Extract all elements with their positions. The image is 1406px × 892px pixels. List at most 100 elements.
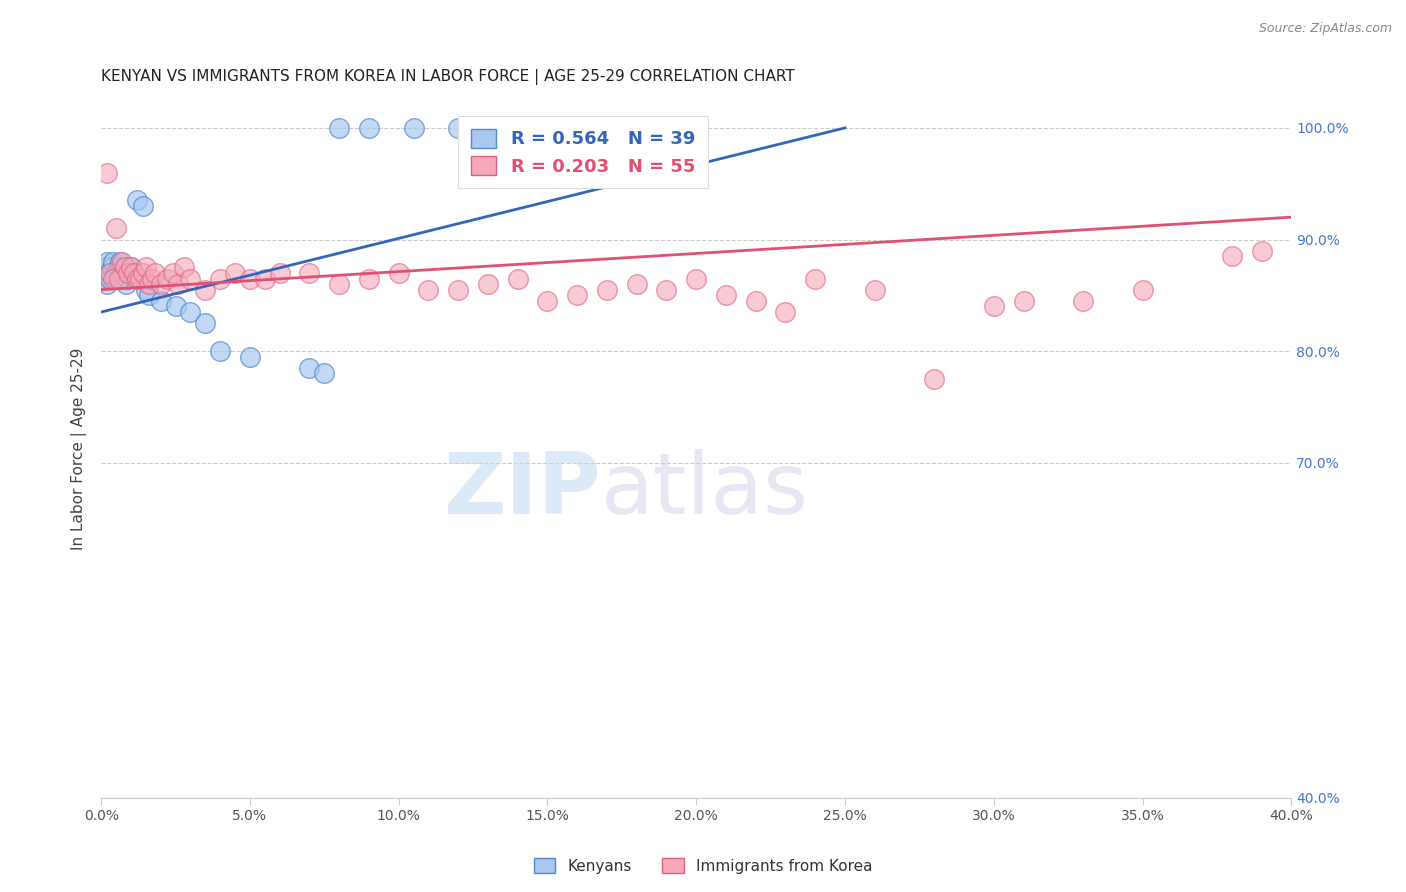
Point bbox=[105, 266, 128, 280]
Point bbox=[173, 260, 195, 275]
Point bbox=[132, 199, 155, 213]
Point bbox=[1220, 249, 1243, 263]
Point bbox=[596, 283, 619, 297]
Point bbox=[685, 271, 707, 285]
Point bbox=[745, 293, 768, 308]
Point bbox=[165, 300, 187, 314]
Point bbox=[101, 271, 124, 285]
Point bbox=[107, 271, 129, 285]
Point bbox=[447, 283, 470, 297]
Point bbox=[922, 372, 945, 386]
Point bbox=[655, 283, 678, 297]
Point bbox=[506, 271, 529, 285]
Point bbox=[224, 266, 246, 280]
Point bbox=[98, 266, 121, 280]
Point bbox=[314, 367, 336, 381]
Point bbox=[1012, 293, 1035, 308]
Point bbox=[135, 260, 157, 275]
Point bbox=[128, 271, 150, 285]
Point bbox=[167, 277, 190, 292]
Text: ZIP: ZIP bbox=[443, 450, 600, 533]
Point bbox=[162, 266, 184, 280]
Point bbox=[685, 120, 707, 135]
Point bbox=[402, 120, 425, 135]
Point bbox=[239, 271, 262, 285]
Point bbox=[179, 305, 201, 319]
Point bbox=[108, 260, 131, 275]
Point bbox=[194, 283, 217, 297]
Point bbox=[125, 271, 148, 285]
Point bbox=[1071, 293, 1094, 308]
Legend: R = 0.564   N = 39, R = 0.203   N = 55: R = 0.564 N = 39, R = 0.203 N = 55 bbox=[458, 116, 707, 188]
Point bbox=[101, 255, 124, 269]
Point bbox=[149, 277, 172, 292]
Point bbox=[1132, 283, 1154, 297]
Point bbox=[111, 255, 134, 269]
Point bbox=[94, 260, 117, 275]
Point bbox=[96, 277, 118, 292]
Legend: Kenyans, Immigrants from Korea: Kenyans, Immigrants from Korea bbox=[527, 852, 879, 880]
Point bbox=[179, 271, 201, 285]
Point bbox=[804, 271, 827, 285]
Point bbox=[96, 255, 118, 269]
Text: Source: ZipAtlas.com: Source: ZipAtlas.com bbox=[1258, 22, 1392, 36]
Point bbox=[114, 260, 136, 275]
Point bbox=[253, 271, 276, 285]
Point bbox=[298, 360, 321, 375]
Point bbox=[357, 120, 380, 135]
Point bbox=[149, 293, 172, 308]
Point bbox=[863, 283, 886, 297]
Point bbox=[120, 260, 142, 275]
Point bbox=[117, 266, 139, 280]
Point bbox=[298, 266, 321, 280]
Point bbox=[626, 277, 648, 292]
Point bbox=[125, 194, 148, 208]
Point bbox=[536, 293, 558, 308]
Point bbox=[100, 260, 122, 275]
Point bbox=[357, 271, 380, 285]
Point bbox=[141, 271, 163, 285]
Point bbox=[714, 288, 737, 302]
Point bbox=[122, 266, 145, 280]
Point bbox=[447, 120, 470, 135]
Point bbox=[194, 316, 217, 330]
Point bbox=[122, 266, 145, 280]
Text: KENYAN VS IMMIGRANTS FROM KOREA IN LABOR FORCE | AGE 25-29 CORRELATION CHART: KENYAN VS IMMIGRANTS FROM KOREA IN LABOR… bbox=[101, 69, 794, 85]
Point bbox=[328, 120, 350, 135]
Point bbox=[239, 350, 262, 364]
Y-axis label: In Labor Force | Age 25-29: In Labor Force | Age 25-29 bbox=[72, 348, 87, 550]
Point bbox=[105, 221, 128, 235]
Point bbox=[135, 283, 157, 297]
Point bbox=[112, 266, 135, 280]
Text: atlas: atlas bbox=[600, 450, 808, 533]
Point bbox=[209, 271, 232, 285]
Point bbox=[111, 271, 134, 285]
Point bbox=[567, 288, 589, 302]
Point bbox=[328, 277, 350, 292]
Point bbox=[209, 344, 232, 359]
Point bbox=[115, 277, 138, 292]
Point bbox=[269, 266, 291, 280]
Point bbox=[98, 271, 121, 285]
Point bbox=[155, 271, 177, 285]
Point bbox=[1250, 244, 1272, 258]
Point bbox=[138, 277, 160, 292]
Point bbox=[93, 271, 115, 285]
Point bbox=[983, 300, 1005, 314]
Point bbox=[132, 266, 155, 280]
Point bbox=[775, 305, 797, 319]
Point bbox=[120, 260, 142, 275]
Point bbox=[103, 271, 125, 285]
Point bbox=[143, 266, 166, 280]
Point bbox=[97, 266, 120, 280]
Point bbox=[117, 271, 139, 285]
Point bbox=[418, 283, 440, 297]
Point bbox=[506, 120, 529, 135]
Point bbox=[567, 120, 589, 135]
Point bbox=[96, 165, 118, 179]
Point bbox=[110, 255, 132, 269]
Point bbox=[477, 277, 499, 292]
Point bbox=[138, 288, 160, 302]
Point bbox=[108, 271, 131, 285]
Point bbox=[388, 266, 411, 280]
